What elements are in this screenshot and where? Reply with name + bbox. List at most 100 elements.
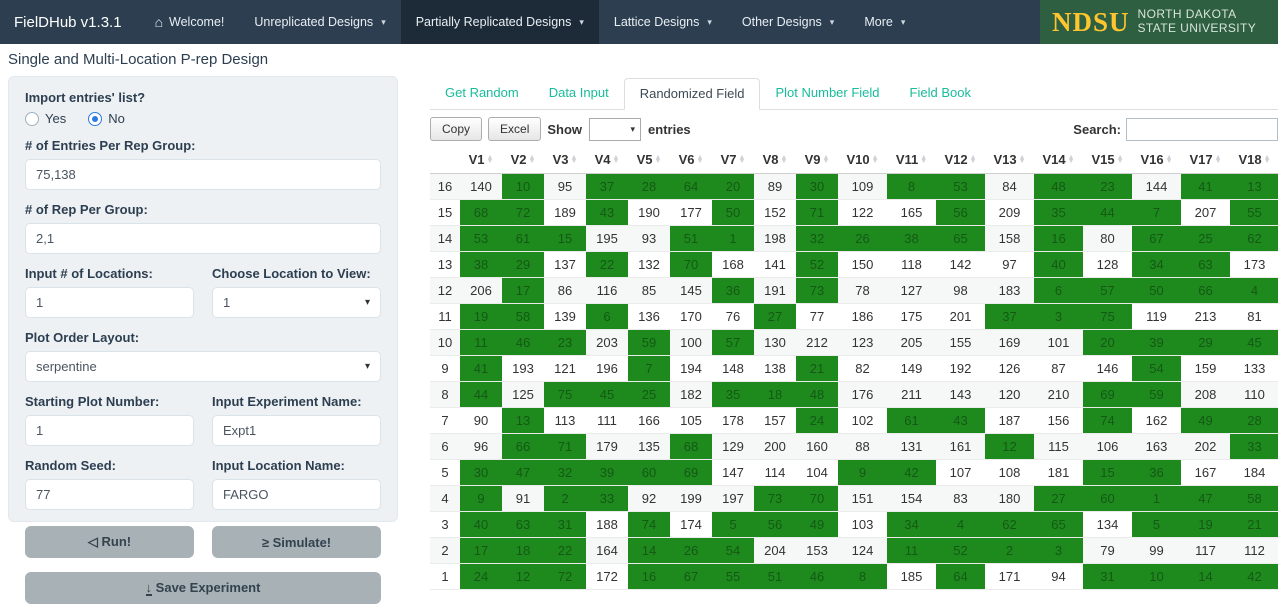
simulate-button[interactable]: ≥ Simulate! <box>212 526 381 558</box>
cell-4-V14: 27 <box>1034 485 1083 512</box>
design-form-panel: Import entries' list? Yes No # of Entrie… <box>8 76 398 604</box>
cell-15-V7: 50 <box>712 199 754 226</box>
column-header-V5[interactable]: V5 ▲ ▼ <box>628 146 670 174</box>
starting-plot-input[interactable] <box>25 415 194 446</box>
cell-6-V11: 131 <box>887 433 936 460</box>
cell-11-V15: 75 <box>1083 303 1132 330</box>
cell-12-V2: 17 <box>502 277 544 304</box>
table-controls: Copy Excel Show ▾ entries Search: <box>430 117 1278 141</box>
cell-5-V7: 147 <box>712 459 754 486</box>
cell-5-V14: 181 <box>1034 459 1083 486</box>
cell-1-V11: 185 <box>887 563 936 590</box>
column-header-V3[interactable]: V3 ▲ ▼ <box>544 146 586 174</box>
random-seed-input[interactable] <box>25 479 194 510</box>
nav-item-welcome[interactable]: ⌂ Welcome! <box>140 0 240 44</box>
column-header-V18[interactable]: V18 ▲ ▼ <box>1230 146 1278 174</box>
entries-per-rep-input[interactable] <box>25 159 381 190</box>
cell-2-V13: 2 <box>985 537 1034 564</box>
nav-item-lattice-designs[interactable]: Lattice Designs ▾ <box>599 0 727 44</box>
cell-5-V11: 42 <box>887 459 936 486</box>
cell-5-V2: 47 <box>502 459 544 486</box>
radio-yes-dot[interactable] <box>25 111 39 126</box>
cell-7-V1: 90 <box>460 407 502 434</box>
cell-6-V4: 179 <box>586 433 628 460</box>
column-header-label: V17 <box>1189 152 1213 167</box>
column-header-label: V3 <box>552 152 569 167</box>
cell-9-V13: 126 <box>985 355 1034 382</box>
cell-1-V6: 67 <box>670 563 712 590</box>
cell-8-V5: 25 <box>628 381 670 408</box>
column-header-V12[interactable]: V12 ▲ ▼ <box>936 146 985 174</box>
column-header-V11[interactable]: V11 ▲ ▼ <box>887 146 936 174</box>
cell-1-V18: 42 <box>1230 563 1278 590</box>
row-label: 12 <box>430 277 460 304</box>
cell-3-V3: 31 <box>544 511 586 538</box>
cell-11-V9: 77 <box>796 303 838 330</box>
cell-6-V1: 96 <box>460 433 502 460</box>
save-experiment-button[interactable]: ↓ Save Experiment <box>25 572 381 604</box>
column-header-V2[interactable]: V2 ▲ ▼ <box>502 146 544 174</box>
column-header-V15[interactable]: V15 ▲ ▼ <box>1083 146 1132 174</box>
radio-no[interactable]: No <box>88 111 125 126</box>
cell-9-V15: 146 <box>1083 355 1132 382</box>
tab-field-book[interactable]: Field Book <box>909 85 971 100</box>
page-length-select[interactable]: ▾ <box>589 117 642 141</box>
cell-16-V18: 13 <box>1230 173 1278 200</box>
column-header-V13[interactable]: V13 ▲ ▼ <box>985 146 1034 174</box>
cell-11-V7: 76 <box>712 303 754 330</box>
column-header-V6[interactable]: V6 ▲ ▼ <box>670 146 712 174</box>
nav-item-other-designs[interactable]: Other Designs ▾ <box>727 0 849 44</box>
cell-1-V7: 55 <box>712 563 754 590</box>
cell-11-V1: 19 <box>460 303 502 330</box>
field-row-8: 8 44 125 75 45 25 182 35 18 48 176 211 143 120 210 69 59… <box>430 381 1278 408</box>
field-row-10: 10 11 46 23 203 59 100 57 130 212 123 205 155 169 101 2… <box>430 329 1278 356</box>
column-header-V8[interactable]: V8 ▲ ▼ <box>754 146 796 174</box>
cell-6-V18: 33 <box>1230 433 1278 460</box>
column-header-label: V5 <box>636 152 653 167</box>
experiment-name-input[interactable] <box>212 415 381 446</box>
column-header-V9[interactable]: V9 ▲ ▼ <box>796 146 838 174</box>
cell-16-V4: 37 <box>586 173 628 200</box>
column-header-V7[interactable]: V7 ▲ ▼ <box>712 146 754 174</box>
tab-get-random[interactable]: Get Random <box>445 85 519 100</box>
plot-order-select[interactable]: serpentine ▾ <box>25 351 381 382</box>
run-icon: ◁ <box>87 534 98 549</box>
cell-12-V15: 57 <box>1083 277 1132 304</box>
cell-9-V9: 21 <box>796 355 838 382</box>
cell-14-V7: 1 <box>712 225 754 252</box>
rep-per-group-input[interactable] <box>25 223 381 254</box>
cell-16-V7: 20 <box>712 173 754 200</box>
run-button[interactable]: ◁ Run! <box>25 526 194 558</box>
tab-randomized-field[interactable]: Randomized Field <box>623 78 761 110</box>
location-name-input[interactable] <box>212 479 381 510</box>
num-locations-input[interactable] <box>25 287 194 318</box>
location-view-select[interactable]: 1 ▾ <box>212 287 381 318</box>
excel-button[interactable]: Excel <box>488 117 542 141</box>
cell-7-V15: 74 <box>1083 407 1132 434</box>
column-header-V16[interactable]: V16 ▲ ▼ <box>1132 146 1181 174</box>
search-input[interactable] <box>1126 117 1278 141</box>
field-row-5: 5 30 47 32 39 60 69 147 114 104 9 42 107 108 181 15 36 16… <box>430 459 1278 486</box>
cell-5-V3: 32 <box>544 459 586 486</box>
nav-item-partially-replicated-designs[interactable]: Partially Replicated Designs ▾ <box>400 0 599 44</box>
column-header-V1[interactable]: V1 ▲ ▼ <box>460 146 502 174</box>
cell-15-V16: 7 <box>1132 199 1181 226</box>
column-header-V14[interactable]: V14 ▲ ▼ <box>1034 146 1083 174</box>
tab-plot-number-field[interactable]: Plot Number Field <box>775 85 880 100</box>
cell-16-V14: 48 <box>1034 173 1083 200</box>
radio-yes[interactable]: Yes <box>25 111 66 126</box>
copy-button[interactable]: Copy <box>430 117 483 141</box>
nav-item-unreplicated-designs[interactable]: Unreplicated Designs ▾ <box>239 0 400 44</box>
column-header-V4[interactable]: V4 ▲ ▼ <box>586 146 628 174</box>
cell-6-V6: 68 <box>670 433 712 460</box>
column-header-V10[interactable]: V10 ▲ ▼ <box>838 146 887 174</box>
row-label: 11 <box>430 303 460 330</box>
column-header-V17[interactable]: V17 ▲ ▼ <box>1181 146 1230 174</box>
cell-9-V7: 148 <box>712 355 754 382</box>
cell-4-V4: 33 <box>586 485 628 512</box>
tab-data-input[interactable]: Data Input <box>548 85 609 100</box>
radio-no-dot[interactable] <box>88 111 103 126</box>
cell-11-V14: 3 <box>1034 303 1083 330</box>
sort-icon: ▲ ▼ <box>1263 153 1271 165</box>
nav-item-more[interactable]: More ▾ <box>849 0 920 44</box>
